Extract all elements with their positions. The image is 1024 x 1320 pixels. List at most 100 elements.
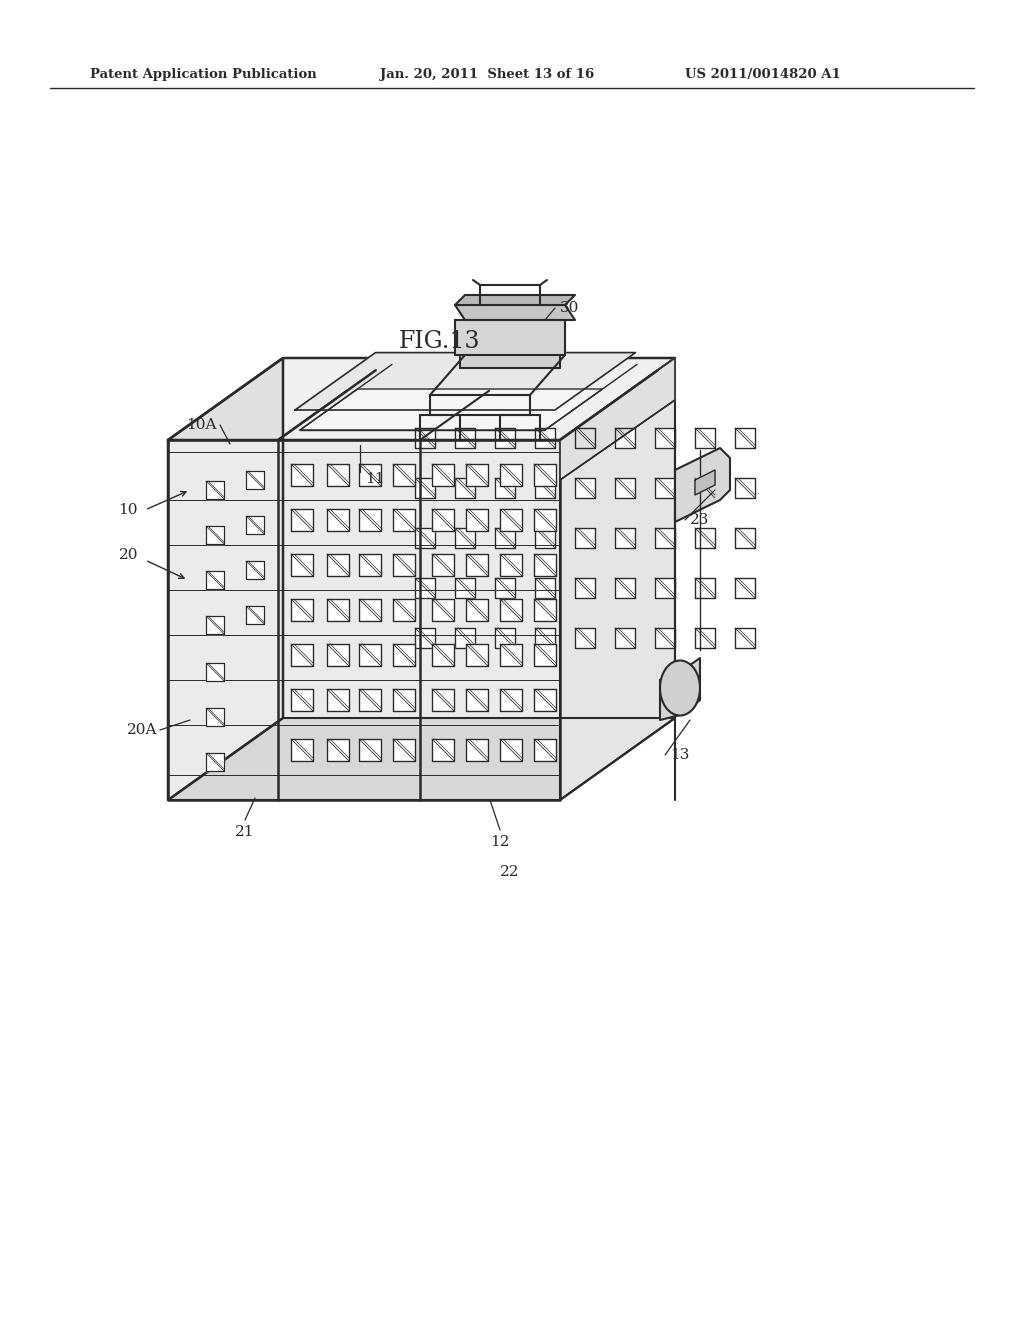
Text: 30: 30 <box>560 301 580 315</box>
Polygon shape <box>500 689 522 711</box>
Polygon shape <box>655 528 675 548</box>
Polygon shape <box>359 739 381 762</box>
Polygon shape <box>327 599 349 620</box>
Polygon shape <box>500 739 522 762</box>
Polygon shape <box>535 428 555 447</box>
Polygon shape <box>495 428 515 447</box>
Text: US 2011/0014820 A1: US 2011/0014820 A1 <box>685 69 841 81</box>
Polygon shape <box>168 358 283 800</box>
Polygon shape <box>393 739 415 762</box>
Polygon shape <box>432 599 454 620</box>
Polygon shape <box>500 510 522 531</box>
Text: 21: 21 <box>236 825 255 840</box>
Polygon shape <box>535 628 555 648</box>
Polygon shape <box>455 428 475 447</box>
Polygon shape <box>432 644 454 667</box>
Text: 20A: 20A <box>127 723 157 737</box>
Polygon shape <box>695 470 715 495</box>
Polygon shape <box>432 689 454 711</box>
Polygon shape <box>393 644 415 667</box>
Polygon shape <box>500 599 522 620</box>
Polygon shape <box>455 294 575 305</box>
Polygon shape <box>675 447 730 521</box>
Polygon shape <box>735 478 755 498</box>
Polygon shape <box>359 689 381 711</box>
Polygon shape <box>359 599 381 620</box>
Text: 10: 10 <box>119 503 138 517</box>
Polygon shape <box>655 628 675 648</box>
Polygon shape <box>500 554 522 576</box>
Polygon shape <box>500 644 522 667</box>
Polygon shape <box>432 510 454 531</box>
Polygon shape <box>291 599 313 620</box>
Polygon shape <box>466 644 488 667</box>
Polygon shape <box>695 628 715 648</box>
Polygon shape <box>206 663 224 681</box>
Polygon shape <box>327 739 349 762</box>
Polygon shape <box>393 465 415 486</box>
Polygon shape <box>615 578 635 598</box>
Polygon shape <box>560 358 675 800</box>
Polygon shape <box>534 599 556 620</box>
Polygon shape <box>455 319 565 355</box>
Text: 20: 20 <box>119 548 138 562</box>
Polygon shape <box>432 739 454 762</box>
Text: 13: 13 <box>670 748 689 762</box>
Polygon shape <box>695 528 715 548</box>
Polygon shape <box>415 428 435 447</box>
Polygon shape <box>455 478 475 498</box>
Polygon shape <box>455 578 475 598</box>
Polygon shape <box>575 428 595 447</box>
Polygon shape <box>695 578 715 598</box>
Polygon shape <box>615 628 635 648</box>
Polygon shape <box>246 561 264 579</box>
Polygon shape <box>415 528 435 548</box>
Text: 23: 23 <box>690 513 710 527</box>
Polygon shape <box>168 718 675 800</box>
Text: 10A: 10A <box>186 418 217 432</box>
Polygon shape <box>655 478 675 498</box>
Polygon shape <box>393 554 415 576</box>
Polygon shape <box>735 578 755 598</box>
Polygon shape <box>495 478 515 498</box>
Polygon shape <box>432 554 454 576</box>
Polygon shape <box>495 578 515 598</box>
Polygon shape <box>495 528 515 548</box>
Text: 12: 12 <box>490 836 510 849</box>
Polygon shape <box>168 440 560 800</box>
Polygon shape <box>660 657 700 719</box>
Polygon shape <box>295 352 636 411</box>
Polygon shape <box>466 599 488 620</box>
Text: Jan. 20, 2011  Sheet 13 of 16: Jan. 20, 2011 Sheet 13 of 16 <box>380 69 594 81</box>
Polygon shape <box>535 528 555 548</box>
Polygon shape <box>735 628 755 648</box>
Polygon shape <box>206 616 224 634</box>
Polygon shape <box>327 689 349 711</box>
Polygon shape <box>534 510 556 531</box>
Polygon shape <box>246 471 264 488</box>
Polygon shape <box>291 554 313 576</box>
Polygon shape <box>534 689 556 711</box>
Polygon shape <box>455 528 475 548</box>
Polygon shape <box>291 644 313 667</box>
Polygon shape <box>535 478 555 498</box>
Polygon shape <box>359 510 381 531</box>
Polygon shape <box>393 599 415 620</box>
Polygon shape <box>246 606 264 624</box>
Polygon shape <box>432 465 454 486</box>
Polygon shape <box>466 510 488 531</box>
Polygon shape <box>534 739 556 762</box>
Polygon shape <box>206 480 224 499</box>
Text: 22: 22 <box>501 865 520 879</box>
Polygon shape <box>500 465 522 486</box>
Polygon shape <box>291 465 313 486</box>
Polygon shape <box>168 358 675 440</box>
Polygon shape <box>359 644 381 667</box>
Polygon shape <box>575 578 595 598</box>
Polygon shape <box>393 510 415 531</box>
Polygon shape <box>535 578 555 598</box>
Polygon shape <box>206 708 224 726</box>
Polygon shape <box>327 465 349 486</box>
Polygon shape <box>615 478 635 498</box>
Polygon shape <box>291 510 313 531</box>
